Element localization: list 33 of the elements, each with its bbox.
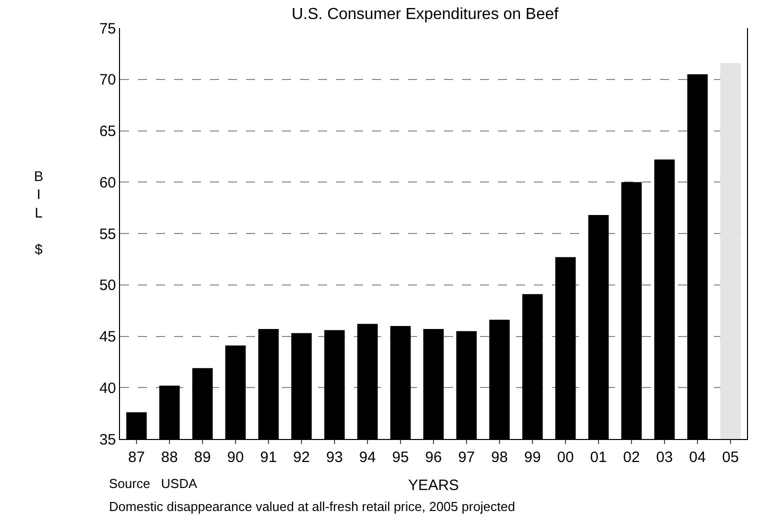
- x-axis-title: YEARS: [408, 477, 459, 494]
- x-tick-label: 89: [194, 449, 211, 466]
- x-tick-label: 91: [260, 449, 277, 466]
- x-tick-label: 90: [227, 449, 244, 466]
- x-tick-label: 92: [293, 449, 310, 466]
- y-tick-label: 60: [99, 174, 116, 192]
- x-tick-label: 02: [623, 449, 640, 466]
- source-note: Source USDA: [109, 476, 198, 491]
- x-tick-label: 96: [425, 449, 442, 466]
- x-tick-label: 99: [524, 449, 541, 466]
- x-tick-label: 87: [128, 449, 145, 466]
- x-tick-label: 93: [326, 449, 343, 466]
- x-tick-label: 94: [359, 449, 376, 466]
- chart-title: U.S. Consumer Expenditures on Beef: [292, 6, 559, 24]
- x-tick-label: 05: [722, 449, 739, 466]
- x-tick-label: 95: [392, 449, 409, 466]
- y-tick-label: 65: [99, 123, 116, 140]
- text: Domestic disappearance valued at all-fresh retail price, 2005 projected: [109, 499, 516, 514]
- y-tick-label: 35: [99, 431, 116, 448]
- y-tick-label: 55: [99, 226, 116, 243]
- y-tick-label: 45: [99, 328, 116, 346]
- x-tick-label: 98: [491, 449, 508, 466]
- x-tick-label: 97: [458, 449, 475, 466]
- x-tick-label: 88: [161, 449, 178, 466]
- y-tick-label: 40: [99, 380, 116, 397]
- y-tick-label: 70: [99, 72, 116, 89]
- y-tick-label: 50: [99, 277, 116, 294]
- x-tick-label: 00: [557, 449, 574, 466]
- x-tick-label: 04: [689, 449, 706, 466]
- x-tick-label: 01: [590, 449, 607, 466]
- text: BIL $: [34, 168, 44, 257]
- y-tick-label: 75: [99, 20, 116, 38]
- x-tick-label: 03: [656, 449, 673, 466]
